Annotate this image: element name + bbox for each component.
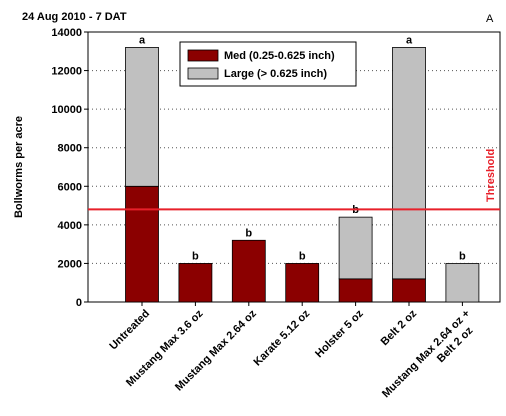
chart-title: 24 Aug 2010 - 7 DAT [22,11,127,23]
bar-segment [338,216,373,280]
legend-label: Large (> 0.625 inch) [224,68,327,80]
y-tick-label: 0 [76,297,82,309]
significance-letter: b [299,250,306,262]
y-tick-label: 12000 [51,66,82,78]
y-axis-label: Bollworms per acre [13,116,25,218]
x-tick-label: Untreated [107,308,152,353]
bar-segment [445,263,480,303]
significance-letter: a [406,34,413,46]
y-tick-label: 4000 [58,220,82,232]
bar-segment [231,239,266,303]
significance-letter: b [192,250,199,262]
bar-segment [285,263,320,303]
y-tick-label: 10000 [51,104,82,116]
legend-label: Med (0.25-0.625 inch) [224,50,335,62]
y-tick-label: 14000 [51,27,82,39]
legend-swatch [187,67,219,80]
x-tick-label: Karate 5.12 oz [252,307,313,368]
x-tick-label: Belt 2 oz [379,307,420,348]
y-tick-label: 2000 [58,258,82,270]
y-tick-label: 8000 [58,143,82,155]
bar-segment [392,278,426,303]
panel-label: A [486,13,494,25]
bar-segment [125,47,159,187]
significance-letter: b [245,227,252,239]
significance-letter: a [139,34,146,46]
bar-segment [178,263,213,303]
bar-segment [338,278,373,303]
threshold-label: Threshold [485,149,497,202]
bar-segment [125,185,159,303]
x-tick-label: Holster 5 oz [313,307,366,360]
bar-segment [392,47,426,280]
y-tick-label: 6000 [58,181,82,193]
significance-letter: b [459,250,466,262]
legend-swatch [187,49,219,62]
